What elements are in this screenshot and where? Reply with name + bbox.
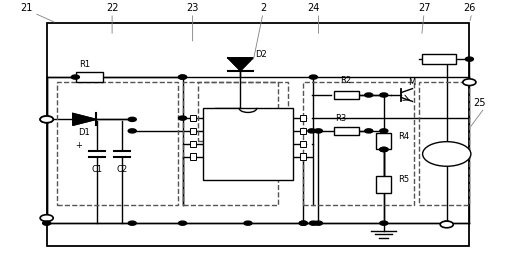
- Circle shape: [178, 75, 186, 79]
- Text: C2: C2: [116, 165, 127, 174]
- Text: R5: R5: [397, 175, 409, 184]
- Bar: [182, 82, 278, 205]
- Circle shape: [379, 148, 387, 151]
- Text: A/D1: A/D1: [207, 141, 223, 147]
- Circle shape: [42, 117, 50, 122]
- Circle shape: [379, 148, 387, 151]
- Text: 21: 21: [20, 3, 33, 13]
- Circle shape: [298, 221, 307, 225]
- Circle shape: [128, 221, 136, 225]
- Circle shape: [379, 148, 387, 151]
- Text: D1: D1: [78, 128, 90, 137]
- Text: 26: 26: [462, 3, 475, 13]
- Bar: [190, 115, 196, 121]
- Text: D2: D2: [254, 49, 266, 59]
- Circle shape: [40, 116, 53, 123]
- Circle shape: [307, 129, 315, 133]
- Bar: [190, 128, 196, 134]
- Circle shape: [379, 93, 387, 97]
- Circle shape: [442, 221, 450, 225]
- Circle shape: [309, 75, 317, 79]
- Bar: [299, 141, 305, 147]
- Circle shape: [379, 129, 387, 133]
- Circle shape: [42, 221, 50, 225]
- Text: VC: VC: [210, 114, 220, 123]
- Text: 25: 25: [472, 98, 485, 108]
- Text: +: +: [75, 141, 82, 150]
- Circle shape: [465, 57, 473, 61]
- Bar: [46, 23, 469, 246]
- Text: IO4: IO4: [272, 114, 285, 123]
- Bar: [333, 91, 358, 99]
- Text: R2: R2: [340, 77, 351, 85]
- Circle shape: [178, 116, 186, 120]
- Circle shape: [40, 116, 53, 123]
- Bar: [418, 82, 469, 205]
- Text: 27: 27: [417, 3, 429, 13]
- Circle shape: [128, 129, 136, 133]
- Circle shape: [71, 75, 79, 79]
- Text: FUSE: FUSE: [429, 55, 448, 64]
- Bar: [302, 82, 413, 205]
- Text: IO2: IO2: [272, 139, 285, 148]
- Text: 2: 2: [260, 3, 266, 13]
- Circle shape: [439, 221, 452, 228]
- Circle shape: [178, 75, 186, 79]
- Bar: [376, 133, 390, 149]
- Bar: [333, 127, 358, 135]
- Bar: [75, 72, 103, 82]
- Circle shape: [422, 142, 470, 166]
- Circle shape: [298, 221, 307, 225]
- Polygon shape: [73, 113, 96, 125]
- Text: 22: 22: [106, 3, 118, 13]
- Text: AD2: AD2: [271, 152, 286, 161]
- Circle shape: [462, 79, 475, 85]
- Bar: [299, 128, 305, 134]
- Circle shape: [128, 117, 136, 122]
- Text: GND: GND: [206, 152, 224, 161]
- Bar: [421, 54, 456, 64]
- Bar: [299, 115, 305, 121]
- Text: R3: R3: [335, 114, 346, 123]
- Text: 24: 24: [307, 3, 319, 13]
- Text: M: M: [407, 78, 414, 87]
- Polygon shape: [227, 58, 252, 71]
- Bar: [197, 82, 288, 141]
- Text: R1: R1: [79, 60, 90, 69]
- Circle shape: [364, 129, 372, 133]
- Text: C1: C1: [91, 165, 103, 174]
- Bar: [376, 176, 390, 193]
- Circle shape: [40, 215, 53, 221]
- Circle shape: [243, 221, 251, 225]
- Text: 23: 23: [186, 3, 198, 13]
- Circle shape: [178, 221, 186, 225]
- Circle shape: [309, 221, 317, 225]
- Text: IO3: IO3: [272, 127, 285, 135]
- Bar: [190, 141, 196, 147]
- Bar: [203, 108, 293, 180]
- Bar: [299, 153, 305, 160]
- Text: IO1: IO1: [209, 127, 221, 135]
- Circle shape: [379, 221, 387, 225]
- Circle shape: [314, 129, 322, 133]
- Circle shape: [314, 221, 322, 225]
- Bar: [190, 153, 196, 160]
- Text: R4: R4: [397, 132, 409, 141]
- Circle shape: [364, 93, 372, 97]
- Bar: [57, 82, 177, 205]
